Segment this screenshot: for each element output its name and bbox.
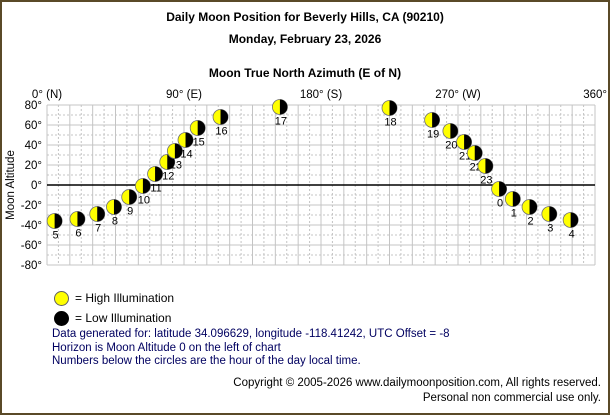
y-tick-label: 0°: [31, 180, 42, 192]
y-tick-label: 40°: [25, 140, 42, 152]
hour-label: 18: [384, 117, 396, 129]
legend-label-high: = High Illumination: [75, 291, 175, 305]
y-tick-label: 60°: [25, 120, 42, 132]
x-tick-label: 180° (S): [300, 89, 342, 101]
moon-dark-half: [570, 212, 579, 228]
hour-label: 20: [445, 140, 457, 152]
high-illumination-swatch-icon: [54, 290, 69, 306]
moon-dark-half: [97, 206, 105, 222]
y-tick-label: -80°: [21, 260, 42, 272]
moon-dark-half: [279, 99, 288, 115]
hour-label: 19: [427, 129, 439, 141]
x-tick-label: 90° (E): [166, 89, 202, 101]
note-hour-numbers: Numbers below the circles are the hour o…: [52, 355, 361, 367]
hour-label: 1: [511, 208, 517, 220]
hour-label: 15: [193, 137, 205, 149]
moon-dark-half: [549, 206, 557, 222]
hour-label: 5: [53, 230, 59, 242]
hour-label: 10: [138, 195, 150, 207]
x-tick-label: 360°: [583, 89, 607, 101]
hour-label: 11: [150, 183, 161, 195]
moon-dark-half: [529, 199, 538, 215]
page-subtitle: Monday, February 23, 2026: [228, 32, 382, 46]
moon-dark-half: [450, 123, 458, 139]
moon-dark-half: [197, 120, 206, 136]
moon-dark-half: [389, 100, 397, 116]
moon-dark-half: [77, 211, 85, 227]
moon-dark-half: [185, 132, 194, 148]
legend-item-low-illumination: = Low Illumination: [54, 308, 174, 328]
copyright-footer: Copyright © 2005-2026 www.dailymoonposit…: [233, 376, 601, 405]
hour-label: 7: [95, 223, 101, 235]
hour-label: 2: [527, 216, 533, 228]
hour-label: 6: [75, 228, 81, 240]
hour-label: 17: [275, 116, 287, 128]
note-horizon: Horizon is Moon Altitude 0 on the left o…: [52, 341, 281, 354]
x-tick-label: 0° (N): [32, 89, 62, 101]
page-title: Daily Moon Position for Beverly Hills, C…: [166, 10, 444, 24]
usage-line: Personal non commercial use only.: [422, 391, 601, 404]
moon-dark-half: [474, 145, 483, 161]
hour-label: 12: [162, 171, 174, 183]
legend-item-high-illumination: = High Illumination: [54, 288, 174, 308]
legend: = High Illumination = Low Illumination: [54, 288, 174, 328]
y-tick-label: -40°: [21, 220, 42, 232]
moon-dark-half: [464, 134, 472, 150]
moon-dark-half: [129, 189, 137, 205]
low-illumination-swatch-icon: [54, 310, 69, 326]
y-tick-label: 80°: [25, 100, 42, 112]
moon-dark-half: [432, 112, 440, 128]
y-axis-title: Moon Altitude: [5, 150, 17, 220]
copyright-line: Copyright © 2005-2026 www.dailymoonposit…: [233, 377, 601, 389]
hour-label: 9: [127, 206, 133, 218]
moon-dark-half: [174, 143, 183, 159]
hour-label: 3: [547, 223, 553, 235]
legend-label-low: = Low Illumination: [75, 311, 172, 325]
moon-dark-half: [113, 199, 122, 215]
chart-notes: Data generated for: latitude 34.096629, …: [52, 328, 450, 369]
x-axis-title: Moon True North Azimuth (E of N): [208, 66, 402, 80]
hour-label: 13: [170, 160, 182, 172]
x-tick-label: 270° (W): [435, 89, 481, 101]
moon-dark-half: [220, 109, 229, 125]
hour-label: 23: [480, 175, 492, 187]
note-data-generated: Data generated for: latitude 34.096629, …: [52, 328, 450, 340]
moon-dark-half: [142, 178, 151, 194]
y-tick-label: 20°: [25, 160, 42, 172]
hour-label: 0: [497, 198, 503, 210]
y-tick-label: -60°: [21, 240, 42, 252]
moon-dark-half: [512, 191, 521, 207]
moon-dark-half: [54, 213, 63, 229]
hour-label: 16: [215, 126, 227, 138]
moon-dark-half: [485, 158, 493, 174]
hour-label: 4: [569, 229, 575, 241]
moon-dark-half: [155, 166, 163, 182]
moon-dark-half: [499, 181, 507, 197]
y-tick-label: -20°: [21, 200, 42, 212]
hour-label: 14: [180, 149, 192, 161]
hour-label: 8: [112, 216, 118, 228]
